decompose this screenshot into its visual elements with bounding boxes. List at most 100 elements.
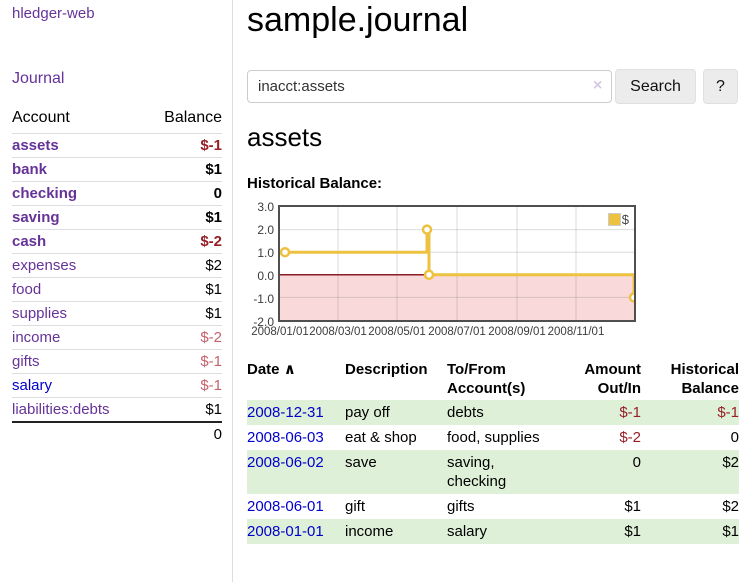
account-link-food[interactable]: food [12, 281, 42, 298]
account-link-gifts[interactable]: gifts [12, 353, 40, 370]
y-tick: 2.0 [257, 223, 274, 237]
chart-plot-area: $ [278, 205, 636, 322]
register-row: 2008-06-02 save saving, checking 0 $2 [247, 450, 739, 494]
account-row: cash $-2 [12, 229, 222, 254]
transaction-date-link[interactable]: 2008-01-01 [247, 523, 324, 540]
account-balance: $-1 [143, 373, 222, 398]
transaction-description: pay off [345, 404, 390, 421]
x-tick: 2008/01/01 [251, 326, 309, 338]
chart-legend: $ [607, 212, 629, 227]
x-tick: 2008/05/01 [368, 326, 426, 338]
account-balance: $-2 [143, 325, 222, 350]
search-form: × Search ? [247, 69, 739, 104]
transaction-accounts: food, supplies [447, 429, 540, 446]
register-row: 2008-06-03 eat & shop food, supplies $-2… [247, 425, 739, 450]
y-tick: 3.0 [257, 200, 274, 214]
register-header-description: Description [345, 361, 428, 378]
register-row: 2008-06-01 gift gifts $1 $2 [247, 494, 739, 519]
transaction-date-link[interactable]: 2008-06-03 [247, 429, 324, 446]
account-balance: $1 [143, 157, 222, 182]
account-row: checking 0 [12, 181, 222, 206]
account-row: salary $-1 [12, 373, 222, 398]
account-link-saving[interactable]: saving [12, 209, 60, 226]
sort-ascending-icon: ∧ [283, 361, 296, 378]
account-row: liabilities:debts $1 [12, 397, 222, 422]
accounts-total-balance: 0 [143, 420, 222, 446]
accounts-total-row: 0 [12, 420, 222, 446]
account-row: bank $1 [12, 157, 222, 182]
account-link-assets[interactable]: assets [12, 137, 59, 154]
transaction-accounts: debts [447, 404, 484, 421]
accounts-table: Account Balance assets $-1 bank $1 check… [12, 106, 222, 446]
account-balance: $1 [143, 301, 222, 326]
search-button[interactable]: Search [615, 69, 696, 104]
transaction-amount: $1 [624, 523, 641, 540]
search-input[interactable] [247, 70, 612, 103]
transaction-description: gift [345, 498, 366, 515]
account-balance: $-1 [143, 349, 222, 374]
register-header-accounts: To/From Account(s) [447, 361, 526, 397]
transaction-description: save [345, 454, 377, 471]
historical-balance-chart: 3.0 2.0 1.0 0.0 -1.0 -2.0 [247, 196, 739, 346]
account-balance: $-2 [143, 229, 222, 254]
chart-title: Historical Balance: [247, 175, 383, 192]
register-table: Date ∧ Description To/From Account(s) Am… [247, 358, 739, 544]
transaction-amount: $-1 [619, 404, 641, 421]
account-link-expenses[interactable]: expenses [12, 257, 77, 274]
register-header-date[interactable]: Date ∧ [247, 358, 345, 400]
account-row: assets $-1 [12, 133, 222, 158]
y-tick: -1.0 [253, 292, 274, 306]
app-title-link[interactable]: hledger-web [12, 5, 95, 22]
accounts-table-header: Account Balance [12, 106, 222, 134]
transaction-date-link[interactable]: 2008-06-01 [247, 498, 324, 515]
register-header-amount: Amount Out/In [584, 361, 641, 397]
account-link-income[interactable]: income [12, 329, 61, 346]
transaction-accounts: gifts [447, 498, 475, 515]
account-balance: $1 [143, 205, 222, 230]
transaction-amount: $-2 [619, 429, 641, 446]
register-header-balance: Historical Balance [670, 361, 739, 397]
x-tick: 2008/09/01 [488, 326, 546, 338]
transaction-balance: $1 [722, 523, 739, 540]
clear-search-icon[interactable]: × [593, 77, 603, 94]
account-row: income $-2 [12, 325, 222, 350]
transaction-balance: $-1 [717, 404, 739, 421]
transaction-balance: $2 [722, 498, 739, 515]
account-heading: assets [247, 122, 323, 152]
sidebar-item-journal[interactable]: Journal [12, 70, 65, 87]
x-tick: 2008/03/01 [309, 326, 367, 338]
account-link-cash[interactable]: cash [12, 233, 47, 250]
page-title: sample.journal [247, 1, 469, 39]
account-link-checking[interactable]: checking [12, 185, 78, 202]
legend-swatch-icon [607, 213, 621, 226]
register-row: 2008-12-31 pay off debts $-1 $-1 [247, 400, 739, 425]
account-balance: 0 [143, 181, 222, 206]
transaction-description: eat & shop [345, 429, 417, 446]
date-header-label: Date [247, 361, 280, 378]
y-tick: 0.0 [257, 269, 274, 283]
accounts-header-account: Account [12, 109, 70, 126]
account-balance: $2 [143, 253, 222, 278]
transaction-date-link[interactable]: 2008-12-31 [247, 404, 324, 421]
x-tick: 2008/07/01 [428, 326, 486, 338]
account-row: gifts $-1 [12, 349, 222, 374]
help-button[interactable]: ? [703, 69, 738, 104]
transaction-accounts: salary [447, 523, 488, 540]
chart-canvas [280, 207, 634, 320]
x-tick: 2008/11/01 [547, 326, 605, 338]
transaction-amount: $1 [624, 498, 641, 515]
account-row: food $1 [12, 277, 222, 302]
account-row: expenses $2 [12, 253, 222, 278]
account-link-supplies[interactable]: supplies [12, 305, 68, 322]
account-link-liabilities-debts[interactable]: liabilities:debts [12, 400, 110, 418]
account-row: saving $1 [12, 205, 222, 230]
transaction-date-link[interactable]: 2008-06-02 [247, 454, 324, 471]
transaction-accounts: saving, checking [447, 454, 507, 490]
account-row: supplies $1 [12, 301, 222, 326]
account-link-bank[interactable]: bank [12, 161, 48, 178]
transaction-balance: $2 [722, 454, 739, 471]
account-balance: $1 [143, 277, 222, 302]
transaction-description: income [345, 523, 394, 540]
account-link-salary[interactable]: salary [12, 377, 53, 394]
main-content: sample.journal × Search ? assets Histori… [247, 0, 742, 544]
